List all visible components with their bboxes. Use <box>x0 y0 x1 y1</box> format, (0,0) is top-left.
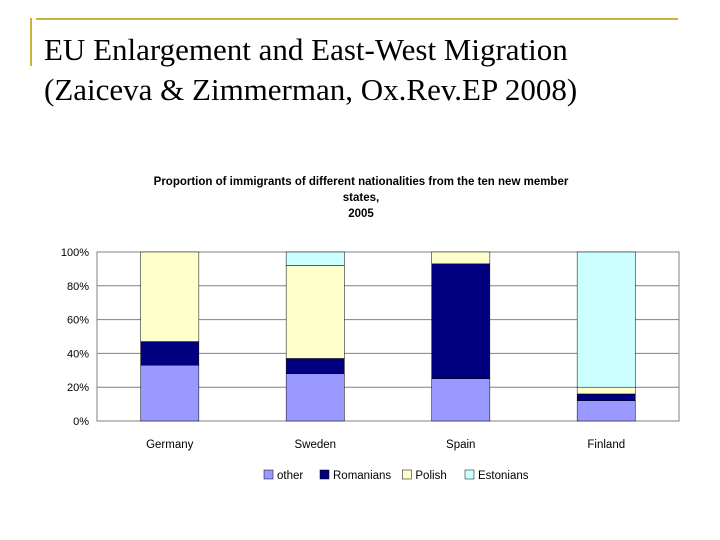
chart-title-line-1: Proportion of immigrants of different na… <box>154 176 569 188</box>
bar-spain-other <box>431 378 491 422</box>
y-tick-label: 60% <box>67 315 89 327</box>
bar-sweden-other <box>285 373 345 422</box>
legend-swatch-romanians <box>319 469 330 480</box>
legend-swatch-estonians <box>464 469 475 480</box>
bar-sweden-estonians <box>285 251 345 266</box>
x-axis-categories: Germany Sweden Spain Finland <box>146 439 625 451</box>
y-tick-label: 80% <box>67 281 89 293</box>
bar-sweden-romanians <box>285 358 345 374</box>
y-tick-label: 100% <box>61 247 89 259</box>
y-axis-ticks: 0% 20% 40% 60% 80% 100% <box>61 247 89 428</box>
title-frame-left-rule <box>30 18 32 66</box>
chart-title-line-2: states, <box>343 192 379 204</box>
bar-germany-romanians <box>140 341 200 366</box>
bar-spain-polish <box>431 251 491 265</box>
legend-label: other <box>277 470 303 482</box>
bars <box>140 251 636 422</box>
legend: other Romanians Polish Estonians <box>263 469 529 482</box>
chart-title-line-3: 2005 <box>348 208 374 220</box>
x-category-label: Sweden <box>294 439 336 451</box>
bar-finland-estonians <box>576 251 636 388</box>
y-tick-label: 40% <box>67 348 89 360</box>
legend-swatch-other <box>263 469 274 480</box>
x-category-label: Germany <box>146 439 194 451</box>
y-tick-label: 0% <box>73 416 89 428</box>
bar-germany-polish <box>140 251 200 342</box>
legend-label: Polish <box>415 470 446 482</box>
legend-label: Estonians <box>478 470 529 482</box>
legend-label: Romanians <box>333 470 391 482</box>
x-category-label: Spain <box>446 439 475 451</box>
title-frame-top-rule <box>36 18 678 20</box>
legend-swatch-polish <box>402 469 412 480</box>
bar-finland-other <box>576 400 636 422</box>
slide-title-line-2: (Zaiceva & Zimmerman, Ox.Rev.EP 2008) <box>44 72 578 107</box>
slide-title-line-1: EU Enlargement and East-West Migration <box>44 32 568 67</box>
bar-spain-romanians <box>431 263 491 379</box>
slide-title: EU Enlargement and East-West Migration (… <box>44 30 704 110</box>
x-category-label: Finland <box>587 439 625 451</box>
bar-finland-polish <box>576 386 636 395</box>
bar-germany-other <box>140 364 200 422</box>
y-tick-label: 20% <box>67 382 89 394</box>
bar-finland-romanians <box>576 393 636 401</box>
chart-title: Proportion of immigrants of different na… <box>154 176 569 220</box>
bar-sweden-polish <box>285 265 345 359</box>
